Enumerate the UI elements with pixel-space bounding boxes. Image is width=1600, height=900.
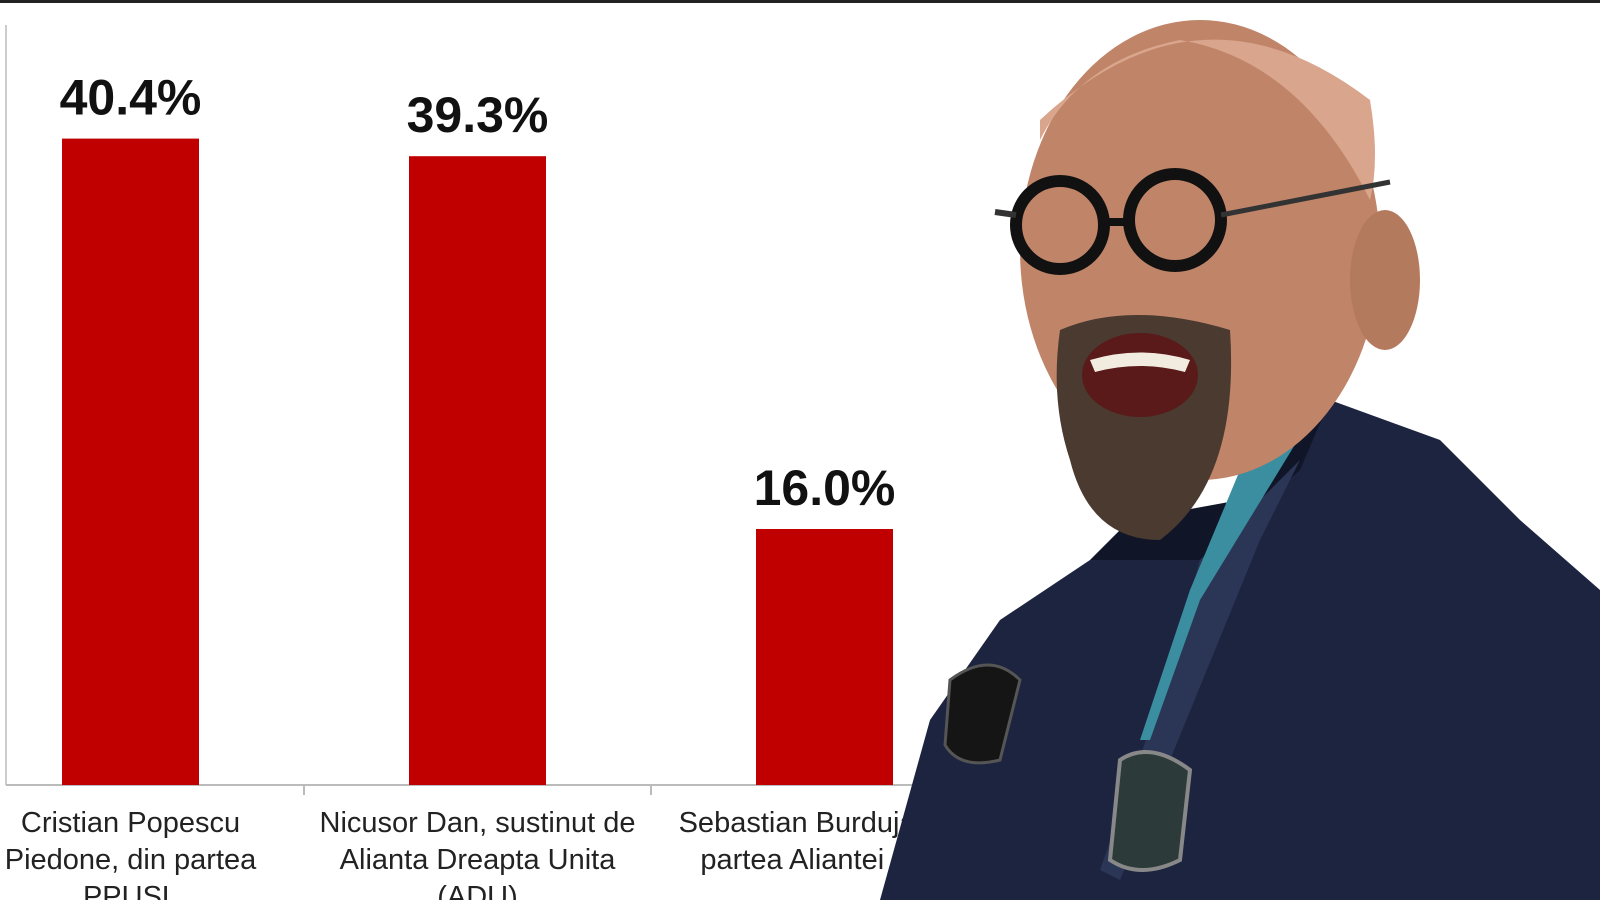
value-label: 39.3% (407, 87, 549, 143)
bar (409, 156, 546, 785)
bar (62, 138, 199, 786)
bar (756, 529, 893, 785)
x-tick-label: Cristian Popescu Piedone, din partea PPU… (4, 807, 257, 900)
value-label: 40.4% (60, 70, 202, 126)
top-border (0, 0, 1600, 3)
value-label: 16.0% (754, 460, 896, 516)
x-tick-label: Nicusor Dan, sustinut de Alianta Dreapta… (319, 807, 636, 900)
